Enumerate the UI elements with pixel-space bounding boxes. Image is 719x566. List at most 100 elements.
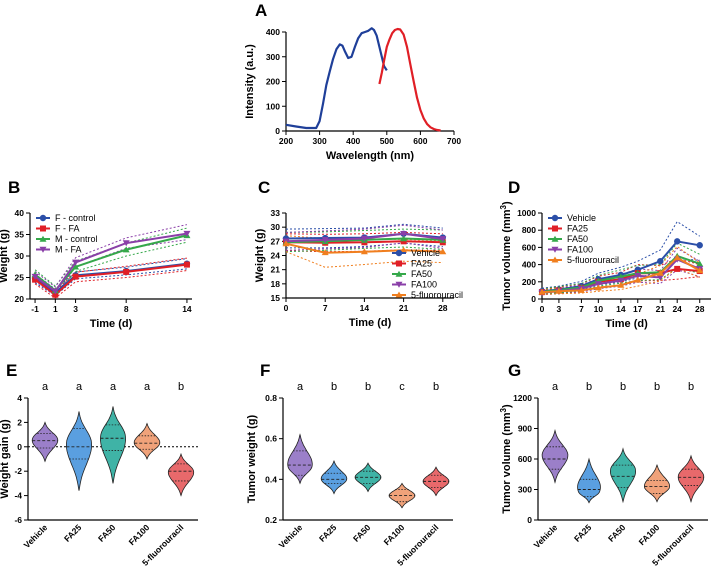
y-tick-label: 1200 [513, 393, 532, 403]
legend-label: M - FA [55, 245, 82, 255]
panel-c: 15 18 21 24 27 30 33 0 7 14 21 28 VehicleFA25FA50FA1… [254, 208, 463, 329]
band-upper [541, 220, 700, 289]
y-tick-label: 0.4 [265, 474, 277, 484]
y-tick-label: 300 [266, 52, 280, 62]
x-tick-label: 28 [438, 303, 448, 313]
marker [321, 237, 329, 244]
x-tick-label: 0 [540, 304, 545, 314]
category-label: FA25 [572, 522, 594, 544]
category-label: FA100 [382, 522, 407, 547]
legend-label: Vehicle [411, 248, 440, 258]
marker [674, 238, 681, 245]
marker [673, 254, 681, 261]
x-tick-label: 8 [124, 304, 129, 314]
panel-f: 0.20.40.60.8aVehiclebFA25bFA50cFA100b5-f… [246, 381, 453, 566]
significance-letter: b [365, 381, 371, 393]
violin-Vehicle [541, 429, 569, 484]
y-tick-label: 600 [522, 242, 536, 252]
marker [183, 261, 190, 268]
marker [39, 246, 47, 253]
significance-letter: a [297, 381, 304, 393]
x-tick-label: 200 [279, 136, 293, 146]
y-tick-label: 0 [17, 442, 22, 452]
marker [617, 281, 625, 288]
marker [40, 225, 46, 232]
y-tick-label: 100 [266, 101, 280, 111]
marker [552, 225, 558, 232]
marker [634, 272, 642, 279]
marker [39, 235, 47, 242]
significance-letter: c [399, 381, 405, 393]
y-tick-label: 25 [15, 273, 25, 283]
violin-FA100 [643, 464, 671, 503]
significance-letter: b [331, 381, 337, 393]
violin-FA50 [609, 447, 637, 504]
y-axis-title: Weight (g) [254, 228, 266, 282]
y-tick-label: 4 [17, 393, 22, 403]
significance-letter: b [688, 381, 694, 393]
marker [400, 238, 407, 245]
marker [122, 246, 130, 253]
y-tick-label: 600 [518, 454, 532, 464]
marker [72, 263, 80, 270]
marker [617, 277, 625, 284]
marker [656, 269, 664, 276]
x-axis-title: Time (d) [349, 317, 392, 329]
legend-label: 5-fluorouracil [567, 255, 619, 265]
violin-5-fluorouracil [167, 452, 195, 497]
y-tick-label: 900 [518, 424, 532, 434]
y-axis-title: Tumor volume (mm3) [499, 404, 514, 514]
category-label: FA50 [96, 522, 118, 544]
spectrum-excitation [285, 27, 388, 130]
y-tick-label: 300 [518, 485, 532, 495]
x-tick-label: 21 [656, 304, 666, 314]
significance-letter: b [586, 381, 592, 393]
panel-g: 03006009001200aVehiclebFA25bFA50bFA100b5… [499, 381, 708, 566]
marker [551, 235, 559, 242]
violin-FA25 [320, 460, 348, 495]
y-tick-label: 2 [17, 417, 22, 427]
marker [321, 249, 329, 256]
x-tick-label: 14 [182, 304, 192, 314]
significance-letter: a [110, 381, 117, 393]
marker [551, 214, 559, 222]
legend-label: 5-fluorouracil [411, 290, 463, 300]
y-tick-label: 200 [266, 77, 280, 87]
marker [39, 214, 47, 222]
y-axis-title: Tumor volume (mm3) [499, 201, 514, 311]
category-label: FA50 [606, 522, 628, 544]
significance-letter: a [42, 381, 49, 393]
y-tick-label: 15 [271, 293, 281, 303]
panel-letter-b: B [8, 178, 20, 197]
x-tick-label: 500 [380, 136, 394, 146]
x-axis-title: Time (d) [605, 318, 648, 330]
marker [439, 248, 447, 255]
marker [674, 265, 681, 272]
category-label: FA100 [127, 522, 152, 547]
marker [657, 257, 664, 265]
y-tick-label: 30 [15, 251, 25, 261]
x-axis-title: Wavelength (nm) [326, 150, 415, 162]
marker [577, 286, 585, 293]
band-upper [34, 227, 188, 287]
legend-label: F - FA [55, 224, 80, 234]
category-label: Vehicle [277, 522, 305, 550]
x-axis-title: Time (d) [90, 318, 133, 330]
marker [594, 284, 602, 291]
y-tick-label: 1000 [517, 208, 536, 218]
y-tick-label: -6 [14, 515, 22, 525]
legend-label: FA100 [411, 280, 437, 290]
x-tick-label: 300 [313, 136, 327, 146]
y-tick-label: -2 [14, 466, 22, 476]
band-lower [541, 267, 700, 295]
panel-letter-a: A [255, 1, 267, 20]
significance-letter: b [433, 381, 439, 393]
y-tick-label: 400 [522, 260, 536, 270]
marker [656, 274, 664, 281]
category-label: FA25 [62, 522, 84, 544]
category-label: FA100 [637, 522, 662, 547]
y-tick-label: 33 [271, 208, 281, 218]
x-tick-label: 7 [323, 303, 328, 313]
y-tick-label: 20 [15, 294, 25, 304]
